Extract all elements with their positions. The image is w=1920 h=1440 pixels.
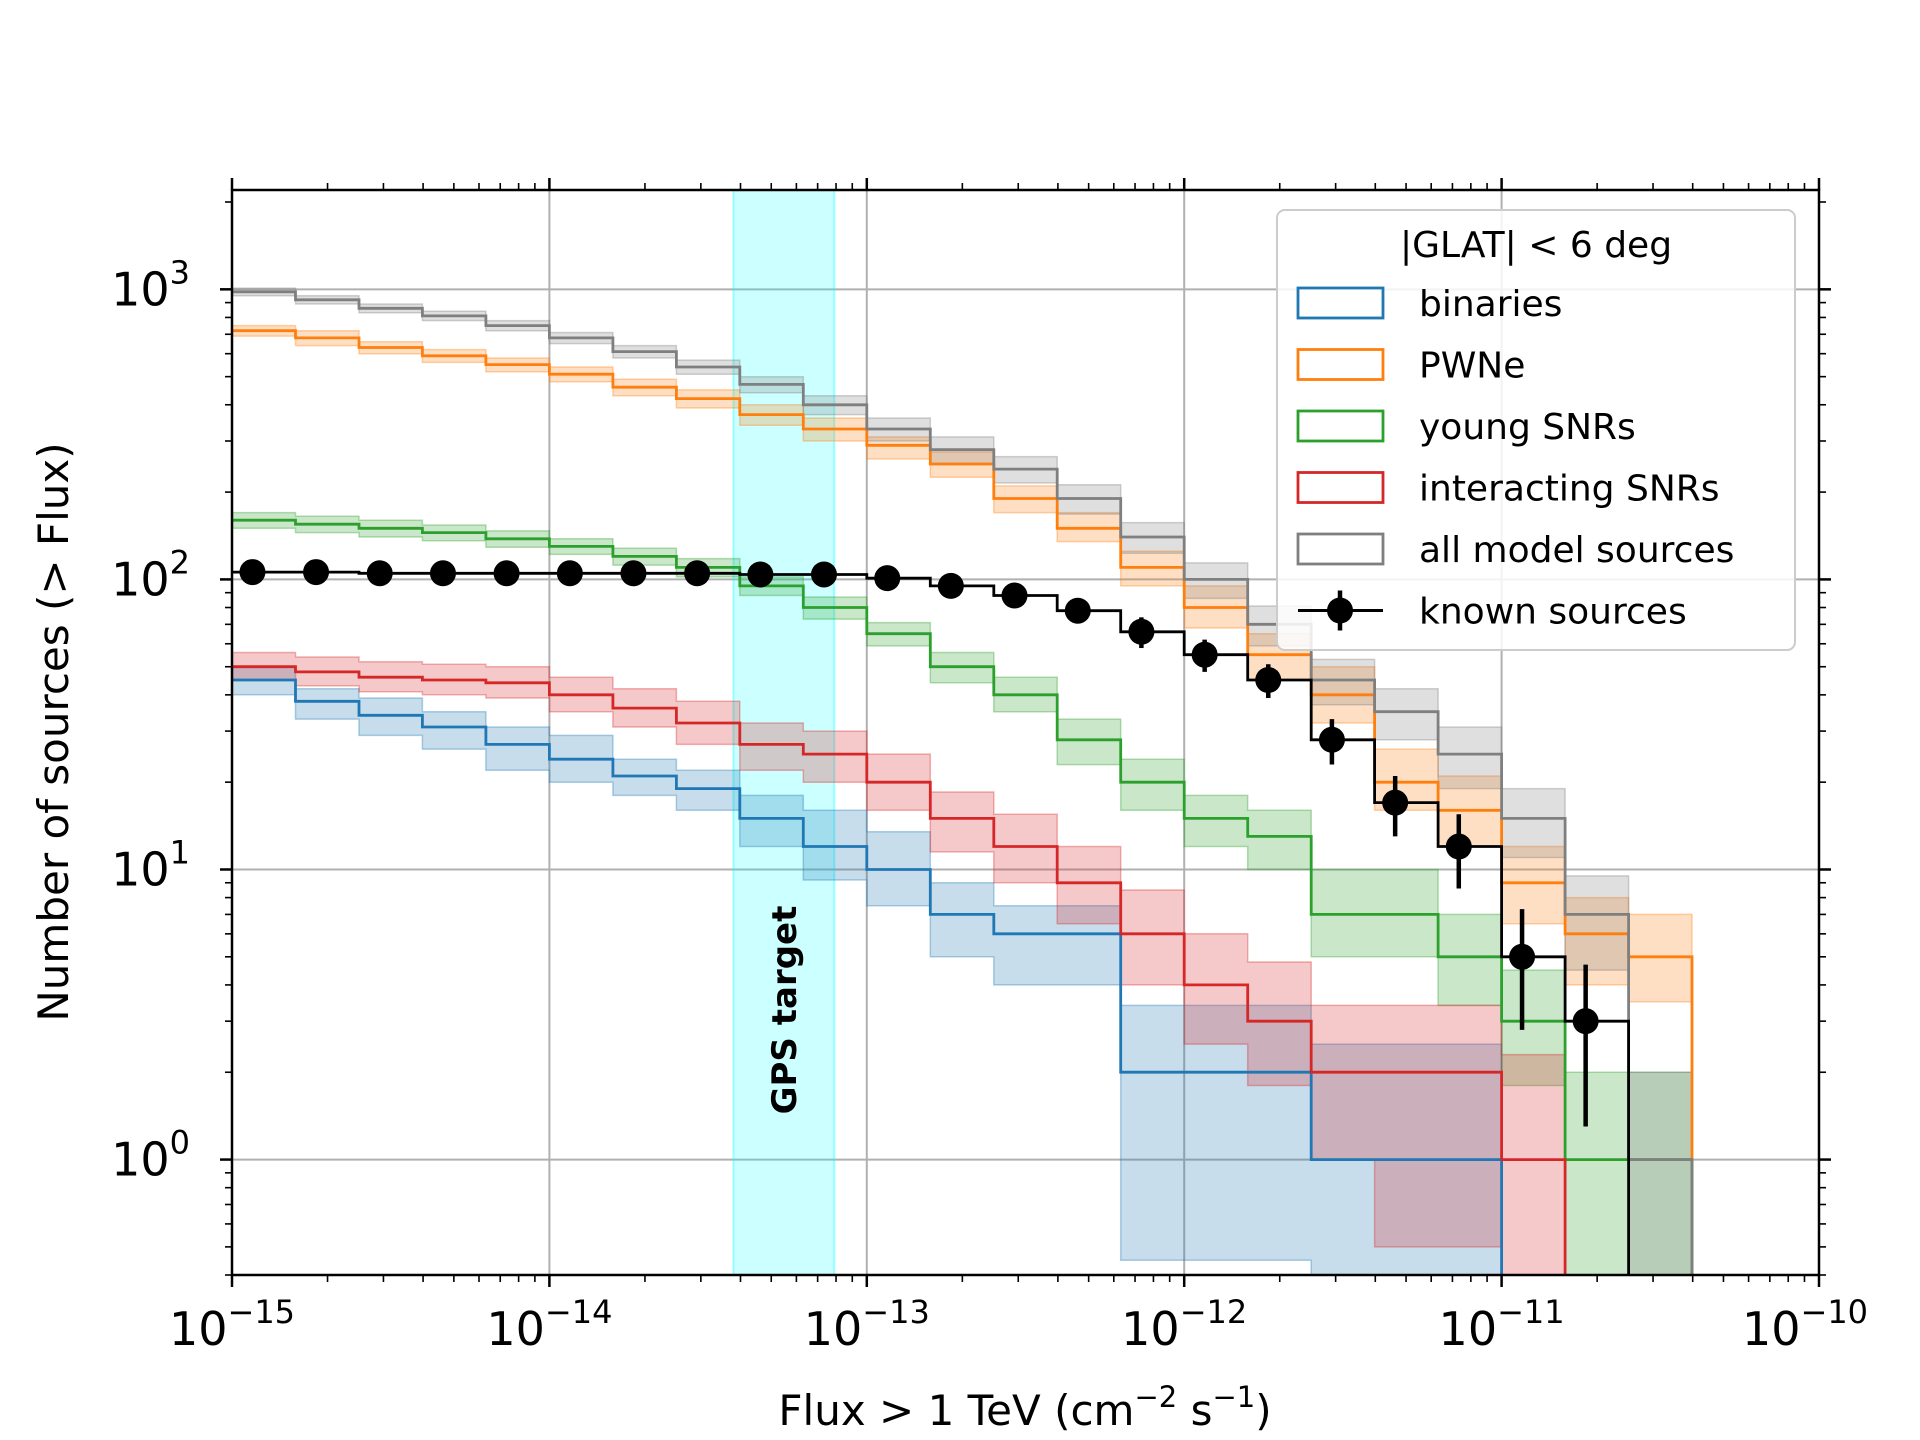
legend-swatch-interacting-snrs <box>1296 471 1385 504</box>
legend-swatch-pwne <box>1296 348 1385 381</box>
y-axis-label: Number of sources (> Flux) <box>29 442 78 1021</box>
band-label: GPS target <box>765 906 805 1115</box>
legend-swatch-marker-known-sources <box>1327 597 1353 624</box>
y-tick-label-base: 10 <box>111 1133 170 1187</box>
known-source-point <box>937 572 964 599</box>
x-tick-label-base: 10 <box>169 1302 228 1356</box>
known-source-point <box>1318 726 1345 753</box>
x-tick-label-base: 10 <box>486 1302 545 1356</box>
line-all-model-sources <box>232 290 1694 1275</box>
uncertainty-bands <box>232 287 1693 1275</box>
x-axis-label-end: ) <box>1255 1386 1271 1435</box>
legend-label-young-snrs: young SNRs <box>1419 407 1636 448</box>
x-axis-label-sup2: −1 <box>1212 1380 1255 1414</box>
known-source-point <box>1128 618 1155 645</box>
x-tick-label: 10−15 <box>169 1293 295 1356</box>
x-axis-label-mid: s <box>1177 1386 1212 1435</box>
x-tick-label: 10−14 <box>486 1293 612 1356</box>
x-tick-label-exp: −15 <box>228 1293 296 1331</box>
known-sources-markers <box>239 559 1599 1127</box>
x-axis-label-sup1: −2 <box>1134 1380 1177 1414</box>
axis-ticks <box>220 178 1831 1287</box>
x-tick-label-base: 10 <box>1742 1302 1801 1356</box>
line-interacting-snrs <box>232 665 1567 1275</box>
known-source-point <box>366 560 393 587</box>
y-tick-label: 102 <box>111 543 190 606</box>
line-young-snrs <box>232 518 1694 1275</box>
known-source-point <box>1064 597 1091 624</box>
x-tick-label-base: 10 <box>1439 1302 1498 1356</box>
x-tick-label-exp: −12 <box>1180 1293 1248 1331</box>
known-source-point <box>239 559 266 586</box>
known-source-point <box>1001 582 1028 609</box>
gps-target-rect <box>732 190 836 1275</box>
legend-label-known-sources: known sources <box>1419 592 1687 633</box>
plot-frame <box>230 188 1821 1277</box>
legend: |GLAT| < 6 deg binaries PWNe young SNRs int… <box>1276 209 1796 651</box>
known-source-point <box>303 559 330 586</box>
y-tick-label-exp: 3 <box>170 253 190 291</box>
y-tick-label: 100 <box>111 1124 190 1187</box>
x-tick-label: 10−11 <box>1439 1293 1565 1356</box>
y-tick-label: 103 <box>111 253 190 316</box>
known-source-point <box>620 560 647 587</box>
known-source-point <box>810 561 837 588</box>
x-tick-label: 10−12 <box>1121 1293 1247 1356</box>
x-tick-label-exp: −13 <box>862 1293 930 1331</box>
x-axis-label: Flux > 1 TeV (cm−2 s−1) <box>778 1380 1271 1435</box>
y-tick-label-exp: 1 <box>170 833 190 871</box>
x-tick-label-base: 10 <box>1121 1302 1180 1356</box>
band-binaries <box>232 665 1503 1275</box>
known-source-point <box>747 561 774 588</box>
known-source-point <box>493 560 520 587</box>
known-source-point <box>556 560 583 587</box>
x-tick-label-base: 10 <box>804 1302 863 1356</box>
x-tick-label-exp: −10 <box>1801 1293 1869 1331</box>
y-tick-label: 101 <box>111 833 190 896</box>
y-tick-label-base: 10 <box>111 262 170 316</box>
known-source-point <box>1509 943 1536 970</box>
y-tick-label-base: 10 <box>111 552 170 606</box>
legend-title: |GLAT| < 6 deg <box>1400 225 1672 266</box>
x-axis-label-main: Flux > 1 TeV (cm <box>778 1386 1134 1435</box>
x-tick-label: 10−13 <box>804 1293 930 1356</box>
band-interacting-snrs <box>232 651 1566 1275</box>
known-source-point <box>429 560 456 587</box>
x-tick-label-exp: −11 <box>1497 1293 1565 1331</box>
legend-label-pwne: PWNe <box>1419 346 1525 387</box>
known-source-point <box>684 560 711 587</box>
known-source-point <box>1255 667 1282 694</box>
legend-swatch-all-model-sources <box>1296 532 1385 566</box>
legend-frame <box>1276 209 1796 651</box>
y-tick-label-exp: 2 <box>170 543 190 581</box>
known-source-point <box>1572 1008 1599 1035</box>
known-source-point <box>1445 833 1472 860</box>
y-tick-label-exp: 0 <box>170 1124 190 1162</box>
y-tick-label-base: 10 <box>111 842 170 896</box>
known-source-point <box>1191 641 1218 668</box>
known-source-point <box>874 565 901 592</box>
legend-swatch-binaries <box>1296 286 1385 320</box>
known-source-point <box>1382 789 1409 816</box>
gps-target-band <box>732 190 836 1275</box>
x-tick-label: 10−10 <box>1742 1293 1868 1356</box>
legend-label-interacting-snrs: interacting SNRs <box>1419 469 1720 510</box>
axis-tick-labels: 10−15 10−14 10−13 10−12 10−11 10−101001011021… <box>111 253 1868 1356</box>
x-tick-label-exp: −14 <box>545 1293 613 1331</box>
legend-swatch-young-snrs <box>1296 409 1385 443</box>
legend-label-binaries: binaries <box>1419 284 1562 325</box>
legend-label-all-model-sources: all model sources <box>1419 530 1734 571</box>
series-step-lines <box>232 290 1694 1275</box>
line-binaries <box>232 678 1503 1275</box>
